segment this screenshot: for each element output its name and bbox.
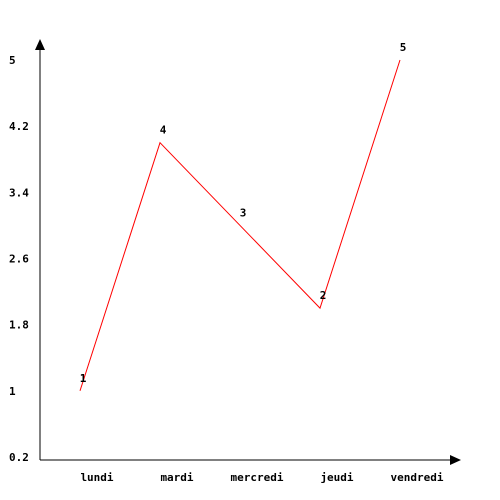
data-label: 3 (240, 206, 247, 219)
data-label: 5 (400, 41, 407, 54)
x-tick-label: lundi (80, 471, 113, 484)
x-tick-label: jeudi (320, 471, 353, 484)
x-axis-arrow (450, 455, 461, 465)
y-axis-arrow (35, 39, 45, 50)
data-label: 4 (160, 124, 167, 137)
data-label: 1 (80, 372, 87, 385)
x-tick-label: mercredi (231, 471, 284, 484)
y-tick-label: 0.2 (9, 451, 29, 464)
y-tick-label: 1.8 (9, 319, 29, 332)
data-label: 2 (320, 289, 327, 302)
y-tick-label: 1 (9, 385, 16, 398)
series-line (79, 59, 401, 391)
y-tick-label: 2.6 (9, 253, 29, 266)
y-tick-label: 4.2 (9, 120, 29, 133)
y-tick-label: 5 (9, 54, 16, 67)
y-tick-label: 3.4 (9, 186, 29, 199)
x-tick-label: vendredi (391, 471, 444, 484)
x-tick-label: mardi (160, 471, 193, 484)
